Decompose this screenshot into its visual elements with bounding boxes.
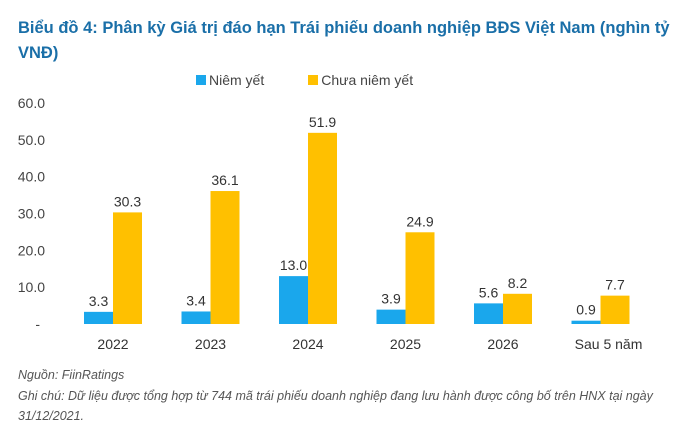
x-tick-label: 2023	[195, 336, 226, 352]
data-label: 51.9	[309, 114, 336, 130]
bar-unlisted	[405, 232, 435, 324]
data-label: 8.2	[508, 275, 528, 291]
bar-unlisted	[308, 132, 337, 324]
bar-unlisted	[113, 212, 142, 324]
footnote: Ghi chú: Dữ liệu được tổng hợp từ 744 mã…	[18, 389, 653, 423]
data-label: 3.9	[381, 291, 401, 307]
x-tick-label: 2026	[487, 336, 518, 352]
y-tick-label: 50.0	[18, 132, 45, 148]
data-label: 5.6	[479, 284, 499, 300]
bar-listed	[84, 311, 113, 324]
legend-label: Niêm yết	[209, 72, 265, 88]
legend-item-listed: Niêm yết	[196, 72, 264, 88]
bar-unlisted	[600, 295, 630, 324]
y-tick-label: 30.0	[18, 206, 45, 222]
data-label: 3.3	[89, 293, 109, 309]
data-label: 30.3	[114, 193, 141, 209]
bar-listed	[571, 320, 601, 324]
source-note: Nguồn: FiinRatings	[18, 368, 125, 382]
data-label: 24.9	[406, 213, 433, 229]
data-label: 13.0	[280, 257, 307, 273]
y-tick-label: 40.0	[18, 169, 45, 185]
data-label: 3.4	[186, 292, 206, 308]
data-label: 0.9	[576, 302, 596, 318]
data-label: 7.7	[605, 277, 625, 293]
legend-swatch	[196, 75, 206, 85]
y-tick-label: 60.0	[18, 95, 45, 111]
x-tick-label: 2022	[97, 336, 128, 352]
legend-swatch	[308, 75, 319, 85]
legend-item-unlisted: Chưa niêm yết	[308, 72, 413, 88]
x-tick-label: Sau 5 năm	[575, 336, 643, 352]
data-label: 36.1	[211, 172, 238, 188]
bar-listed	[181, 311, 211, 324]
bar-chart: - 10.0 20.0 30.0 40.0 50.0 60.0 2022 3.3 30.3 2023…	[18, 95, 643, 352]
y-tick-label: 20.0	[18, 242, 45, 258]
bar-listed	[376, 309, 406, 324]
bar-unlisted	[210, 191, 240, 324]
bar-unlisted	[503, 293, 532, 324]
chart-title: Biểu đồ 4: Phân kỳ Giá trị đáo hạn Trái …	[18, 19, 670, 62]
legend-label: Chưa niêm yết	[321, 72, 414, 88]
y-tick-label: -	[35, 316, 40, 332]
bar-listed	[474, 303, 503, 324]
x-tick-label: 2025	[390, 336, 421, 352]
legend: Niêm yết Chưa niêm yết	[196, 72, 413, 88]
y-tick-label: 10.0	[18, 279, 45, 295]
x-tick-label: 2024	[292, 336, 323, 352]
bar-listed	[279, 276, 308, 324]
